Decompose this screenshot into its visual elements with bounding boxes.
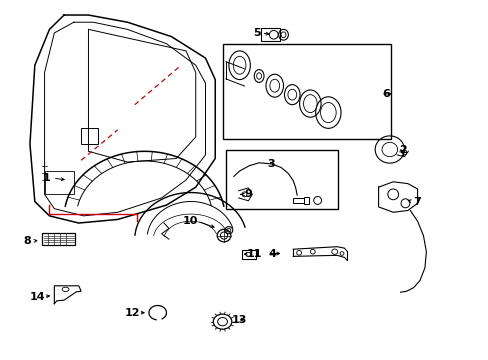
Bar [81, 128, 98, 144]
Text: 7: 7 [413, 197, 421, 207]
Text: 14: 14 [29, 292, 45, 302]
Text: 6: 6 [381, 89, 389, 99]
Text: 2: 2 [398, 144, 406, 154]
Text: 3: 3 [267, 159, 275, 169]
Text: 4: 4 [268, 248, 276, 258]
Text: 11: 11 [246, 248, 262, 258]
Bar [42, 233, 75, 245]
Bar [44, 171, 74, 194]
Text: 10: 10 [183, 216, 198, 226]
Text: 5: 5 [252, 28, 260, 38]
Bar [304, 197, 308, 204]
Text: 8: 8 [23, 236, 31, 246]
Bar [293, 198, 304, 203]
Bar [222, 44, 390, 139]
Text: 13: 13 [231, 315, 247, 325]
Bar [241, 250, 256, 259]
Text: 1: 1 [43, 173, 51, 183]
Text: 12: 12 [124, 308, 140, 318]
Bar [261, 28, 279, 41]
Text: 9: 9 [244, 189, 252, 199]
Bar [225, 149, 337, 209]
